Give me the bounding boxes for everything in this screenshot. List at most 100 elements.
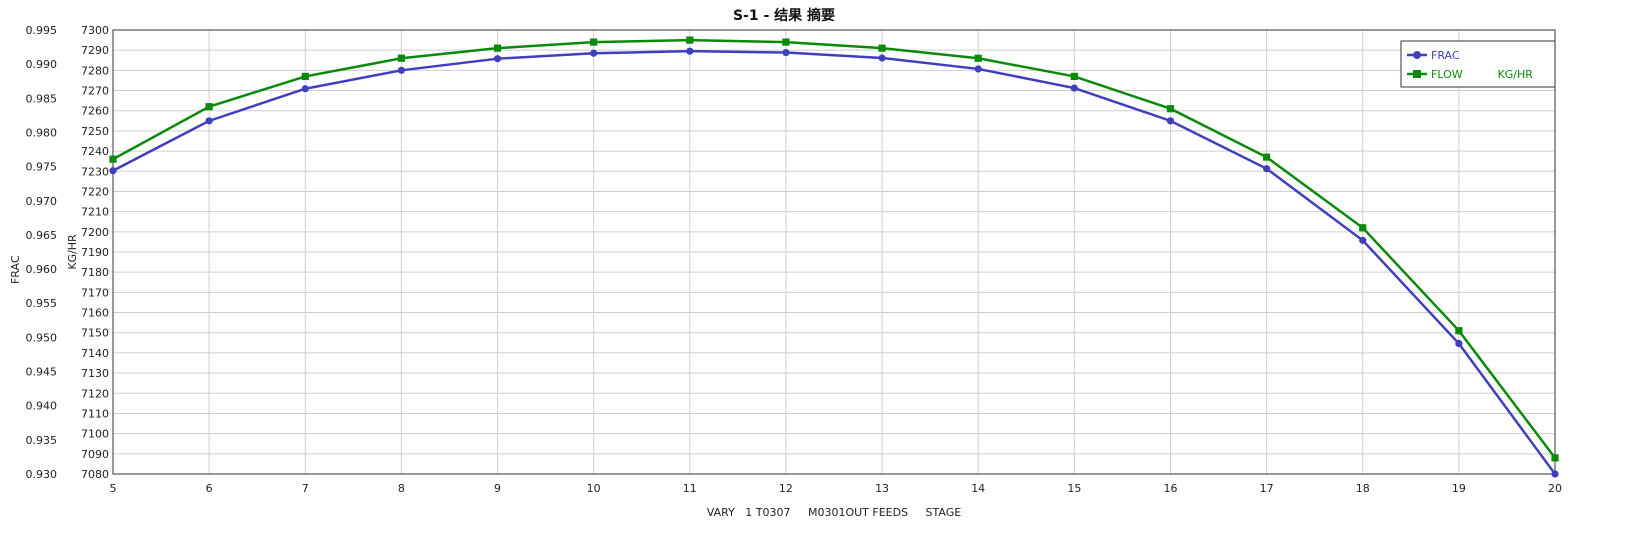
right-axis-tick-label: 7270 — [81, 85, 109, 98]
data-point — [782, 38, 790, 46]
data-point — [782, 48, 790, 57]
x-axis-tick-label: 15 — [1067, 482, 1081, 495]
x-axis-tick-label: 14 — [971, 482, 985, 495]
data-point — [1263, 165, 1271, 173]
left-axis-tick-label: 0.945 — [26, 366, 58, 379]
left-axis-tick-label: 0.950 — [26, 331, 58, 344]
x-axis-ticks: 5 6 7 8 9 10 11 12 13 14 15 16 17 18 19 20 — [110, 482, 1563, 495]
data-point — [301, 85, 309, 93]
data-point — [878, 54, 886, 62]
data-point — [590, 49, 598, 57]
axes — [112, 29, 1556, 475]
grid — [112, 29, 1556, 475]
right-axis-tick-label: 7280 — [81, 64, 109, 77]
data-point — [397, 54, 405, 62]
data-point — [1166, 105, 1175, 113]
left-axis-tick-label: 0.995 — [26, 24, 58, 37]
left-axis-ticks: 0.930 0.935 0.940 0.945 0.950 0.955 0.960 0.965… — [26, 24, 58, 481]
data-point — [109, 167, 117, 175]
left-axis-tick-label: 0.985 — [26, 92, 58, 105]
data-point — [974, 65, 982, 73]
legend-marker — [1413, 51, 1421, 59]
x-axis-tick-label: 16 — [1163, 482, 1177, 495]
right-axis-tick-label: 7250 — [81, 125, 109, 138]
x-axis-tick-label: 20 — [1548, 482, 1562, 495]
data-point — [590, 38, 598, 46]
right-axis-tick-label: 7110 — [81, 407, 109, 420]
x-axis-tick-label: 7 — [302, 482, 309, 495]
x-axis-tick-label: 5 — [110, 482, 117, 495]
right-axis-tick-label: 7220 — [81, 185, 109, 198]
right-axis-tick-label: 7100 — [81, 428, 109, 441]
legend: FRAC FLOW KG/HR — [1400, 40, 1556, 88]
left-axis-tick-label: 0.965 — [26, 229, 58, 242]
right-axis-tick-label: 7300 — [81, 24, 109, 37]
x-axis-tick-label: 13 — [875, 482, 889, 495]
left-axis-tick-label: 0.935 — [26, 434, 58, 447]
right-axis-title: KG/HR — [66, 234, 79, 270]
left-axis-title: FRAC — [9, 255, 22, 284]
right-axis-tick-label: 7260 — [81, 105, 109, 118]
data-point — [686, 36, 694, 44]
right-axis-tick-label: 7160 — [81, 307, 109, 320]
series-line — [112, 49, 1557, 475]
x-axis-tick-label: 11 — [683, 482, 697, 495]
data-point — [493, 55, 502, 63]
legend-label: FRAC — [1431, 49, 1460, 62]
data-point — [493, 44, 502, 52]
right-axis-tick-label: 7080 — [81, 468, 109, 481]
data-point — [1455, 339, 1463, 348]
legend-box — [1400, 40, 1556, 88]
data-point — [1070, 84, 1078, 92]
left-axis-tick-label: 0.940 — [26, 400, 58, 413]
left-axis-tick-label: 0.970 — [26, 195, 58, 208]
chart-title: S-1 - 结果 摘要 — [733, 7, 835, 24]
left-axis-tick-label: 0.990 — [26, 58, 58, 71]
plot-frame — [112, 29, 1556, 475]
data-point — [205, 103, 213, 111]
data-point — [1551, 470, 1559, 478]
data-point — [878, 44, 886, 52]
legend-label: FLOW KG/HR — [1431, 68, 1533, 81]
right-axis-tick-label: 7200 — [81, 226, 109, 239]
x-axis-tick-label: 12 — [779, 482, 793, 495]
data-point — [1263, 153, 1271, 161]
data-point — [1166, 117, 1175, 125]
series — [109, 36, 1559, 478]
right-axis-tick-label: 7120 — [81, 387, 109, 400]
left-axis-tick-label: 0.980 — [26, 126, 58, 139]
data-point — [109, 155, 117, 163]
legend-item: FLOW KG/HR — [1407, 68, 1533, 81]
right-axis-tick-label: 7170 — [81, 286, 109, 299]
right-axis-tick-label: 7090 — [81, 448, 109, 461]
x-axis-tick-label: 18 — [1356, 482, 1370, 495]
data-point — [1070, 72, 1078, 81]
x-axis-tick-label: 17 — [1260, 482, 1274, 495]
data-point — [1359, 224, 1367, 232]
x-axis-title: VARY 1 T0307 M0301OUT FEEDS STAGE — [707, 506, 961, 519]
series-frac — [109, 47, 1559, 478]
series-line — [112, 38, 1556, 459]
left-axis-tick-label: 0.960 — [26, 263, 58, 276]
x-axis-tick-label: 10 — [587, 482, 601, 495]
right-axis-tick-label: 7290 — [81, 44, 109, 57]
data-point — [1455, 327, 1463, 335]
data-point — [1551, 454, 1559, 462]
right-axis-tick-label: 7210 — [81, 206, 109, 219]
right-axis-ticks: 7080 7090 7100 7110 7120 7130 7140 7150 7160 7170… — [81, 24, 109, 481]
legend-item: FRAC — [1407, 49, 1460, 62]
data-point — [686, 47, 694, 55]
data-point — [205, 117, 213, 125]
right-axis-tick-label: 7240 — [81, 145, 109, 158]
right-axis-tick-label: 7140 — [81, 347, 109, 360]
series-flow — [109, 36, 1559, 462]
data-point — [974, 54, 982, 62]
left-axis-tick-label: 0.955 — [26, 297, 58, 310]
right-axis-tick-label: 7180 — [81, 266, 109, 279]
data-point — [1359, 236, 1367, 244]
right-axis-tick-label: 7190 — [81, 246, 109, 259]
data-point — [301, 72, 309, 81]
x-axis-tick-label: 9 — [494, 482, 501, 495]
